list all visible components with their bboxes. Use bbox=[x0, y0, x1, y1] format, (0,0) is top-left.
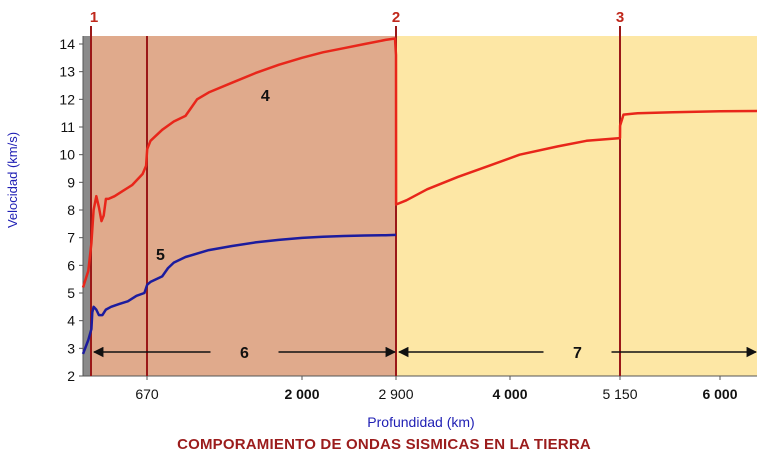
x-tick-label: 2 900 bbox=[378, 386, 413, 402]
y-tick-label: 8 bbox=[67, 202, 75, 218]
depth-region-layer bbox=[83, 36, 757, 376]
series-layer: 45 bbox=[81, 37, 758, 355]
boundary-label: 3 bbox=[616, 9, 624, 26]
region-0 bbox=[83, 36, 91, 376]
y-tick-label: 3 bbox=[67, 340, 75, 356]
boundary-label: 1 bbox=[90, 9, 98, 26]
range-label: 7 bbox=[573, 345, 582, 362]
region-1 bbox=[91, 36, 396, 376]
y-tick-label: 5 bbox=[67, 285, 75, 301]
x-tick-label: 670 bbox=[135, 386, 159, 402]
series-line-5 bbox=[81, 233, 397, 355]
y-tick-label: 14 bbox=[59, 36, 75, 52]
axis-text-layer: Velocidad (km/s) Profundidad (km) bbox=[5, 132, 475, 430]
y-tick-label: 4 bbox=[67, 313, 75, 329]
series-line-4 bbox=[81, 37, 758, 288]
x-tick-label: 6 000 bbox=[702, 386, 737, 402]
x-tick-label: 4 000 bbox=[492, 386, 527, 402]
region-2 bbox=[396, 36, 757, 376]
series-label-5: 5 bbox=[156, 247, 165, 264]
y-tick-label: 12 bbox=[59, 91, 75, 107]
x-tick-label: 5 150 bbox=[602, 386, 637, 402]
series-label-4: 4 bbox=[261, 88, 270, 105]
boundary-label: 2 bbox=[392, 9, 400, 26]
x-tick-label: 2 000 bbox=[284, 386, 319, 402]
y-tick-label: 9 bbox=[67, 174, 75, 190]
chart-title: COMPORAMIENTO DE ONDAS SISMICAS EN LA TI… bbox=[177, 436, 591, 453]
range-label: 6 bbox=[240, 345, 249, 362]
y-axis-title: Velocidad (km/s) bbox=[5, 132, 20, 228]
y-tick-label: 7 bbox=[67, 230, 75, 246]
y-tick-label: 11 bbox=[60, 119, 75, 135]
y-tick-label: 6 bbox=[67, 257, 75, 273]
x-axis-title: Profundidad (km) bbox=[367, 414, 474, 430]
y-tick-label: 10 bbox=[59, 147, 75, 163]
y-tick-label: 2 bbox=[67, 368, 75, 384]
y-tick-label: 13 bbox=[59, 64, 75, 80]
